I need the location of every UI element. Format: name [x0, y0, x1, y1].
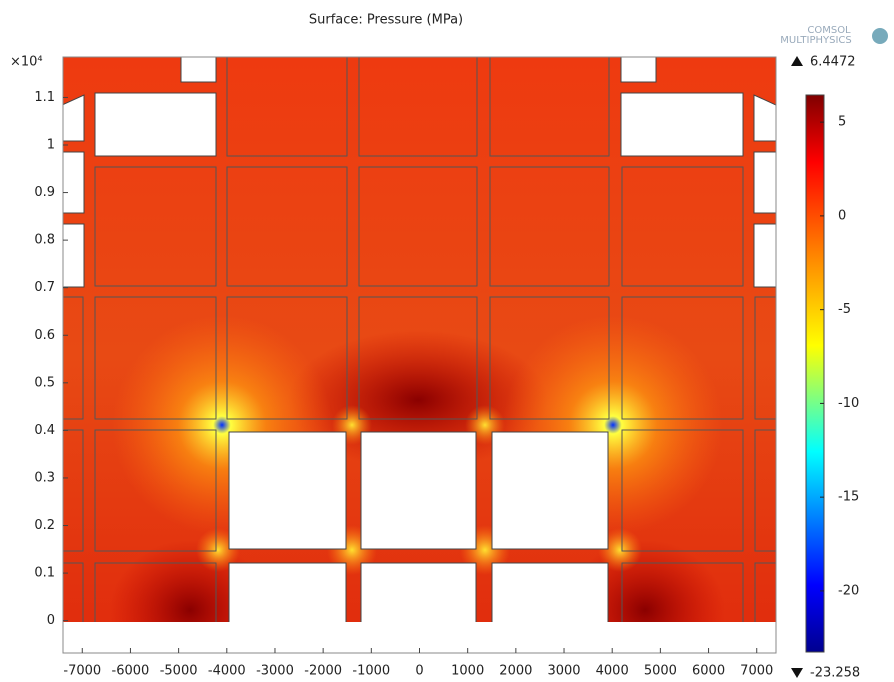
colorbar-tick-label: 0	[838, 208, 846, 223]
colorbar-tick-label: -5	[838, 302, 851, 317]
x-tick-label: 7000	[740, 664, 773, 679]
x-tick-label: -2000	[304, 664, 342, 679]
max-arrow	[791, 56, 803, 66]
x-tick-label: 6000	[692, 664, 725, 679]
logo-icon	[872, 28, 888, 44]
min-label: -23.258	[810, 666, 860, 681]
y-tick-label: 0.8	[34, 233, 55, 248]
colorbar-tick-label: -20	[838, 583, 859, 598]
logo: COMSOL	[807, 25, 851, 36]
colorbar	[805, 94, 825, 653]
y-tick-label: 0.9	[34, 185, 55, 200]
x-tick-label: 5000	[644, 664, 677, 679]
colorbar-tick-label: 5	[838, 115, 846, 130]
x-tick-label: -3000	[256, 664, 294, 679]
x-tick-label: -1000	[352, 664, 390, 679]
y-tick-label: 0.4	[34, 423, 55, 438]
max-label: 6.4472	[810, 55, 856, 70]
x-tick-label: 1000	[451, 664, 484, 679]
logo: MULTIPHYSICS	[780, 35, 851, 46]
x-tick-label: 0	[415, 664, 423, 679]
x-tick-label: 4000	[596, 664, 629, 679]
y-tick-label: 0.1	[34, 566, 55, 581]
x-tick-label: -6000	[112, 664, 150, 679]
y-tick-label: 1.1	[34, 90, 55, 105]
x-tick-label: -4000	[208, 664, 246, 679]
colorbar-tick-label: -15	[838, 490, 859, 505]
colorbar-tick-label: -10	[838, 396, 859, 411]
y-tick-label: 0.2	[34, 518, 55, 533]
chart-title: Surface: Pressure (MPa)	[309, 13, 463, 28]
y-tick-label: 0.7	[34, 280, 55, 295]
y-tick-label: 1	[47, 137, 55, 152]
x-tick-label: 2000	[499, 664, 532, 679]
x-tick-label: -7000	[63, 664, 101, 679]
x-tick-label: -5000	[160, 664, 198, 679]
y-tick-label: 0.3	[34, 470, 55, 485]
y-multiplier: ×10⁴	[10, 55, 43, 70]
y-tick-label: 0.5	[34, 375, 55, 390]
min-arrow	[791, 668, 803, 678]
x-tick-label: 3000	[547, 664, 580, 679]
surface	[63, 57, 776, 653]
y-tick-label: 0.6	[34, 328, 55, 343]
y-tick-label: 0	[47, 613, 55, 628]
